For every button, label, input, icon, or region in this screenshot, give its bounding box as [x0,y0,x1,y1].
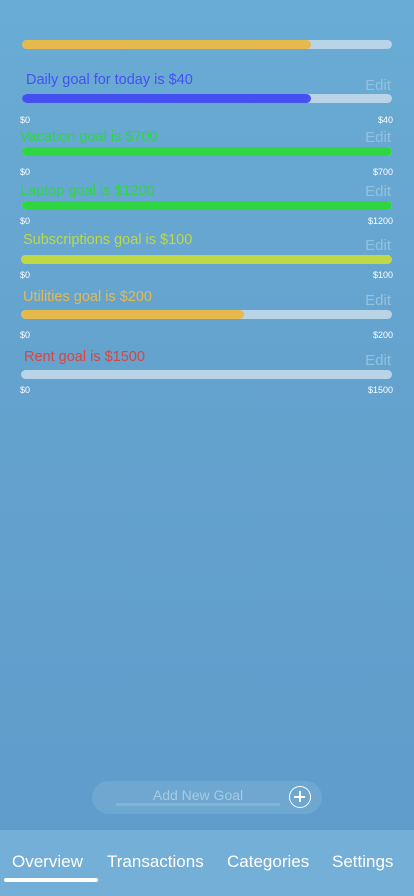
edit-button[interactable]: Edit [365,237,391,254]
overall-progress-fill [22,40,311,49]
tab-overview[interactable]: Overview [12,852,83,871]
overall-progress-track [22,40,392,49]
goal-progress-fill [21,255,392,264]
goal-progress-track [21,370,392,379]
goal-min-label: $0 [20,330,31,340]
plus-circle-icon[interactable] [289,786,311,808]
plus-vertical [299,791,301,802]
goal-progress-track [22,147,392,156]
goal-progress-fill [22,147,392,156]
goal-title: Daily goal for today is $40 [26,72,193,88]
tab-transactions[interactable]: Transactions [107,852,204,871]
goal-title: Utilities goal is $200 [23,289,152,305]
goal-progress-track [22,201,392,210]
edit-button[interactable]: Edit [365,183,391,200]
goal-title: Subscriptions goal is $100 [23,232,193,248]
goal-progress-track [22,94,392,103]
goal-title: Laptop goal is $1200 [20,183,155,199]
goal-progress-fill [22,94,311,103]
edit-button[interactable]: Edit [365,77,391,94]
tab-categories[interactable]: Categories [227,852,310,871]
edit-button[interactable]: Edit [365,292,391,309]
goal-title: Rent goal is $1500 [24,349,145,365]
goal-min-label: $0 [20,270,31,280]
goal-min-label: $0 [20,385,31,395]
add-goal-bar: Add New Goal [92,781,322,814]
add-goal-input[interactable]: Add New Goal [116,787,280,806]
goal-progress-fill [22,201,392,210]
goal-max-label: $700 [372,167,393,177]
goal-max-label: $200 [372,330,393,340]
goal-min-label: $0 [20,115,31,125]
goal-min-label: $0 [20,216,31,226]
goal-max-label: $1500 [367,385,393,395]
goal-max-label: $100 [372,270,393,280]
tab-bar: Overview Transactions Categories Setting… [0,830,414,896]
active-tab-indicator [4,878,98,882]
edit-button[interactable]: Edit [365,129,391,146]
goal-min-label: $0 [20,167,31,177]
goal-max-label: $40 [377,115,393,125]
goal-title: Vacation goal is $700 [20,129,158,145]
goal-progress-fill [21,310,244,319]
edit-button[interactable]: Edit [365,352,391,369]
goal-max-label: $1200 [367,216,393,226]
tab-settings[interactable]: Settings [332,852,394,871]
goal-progress-track [21,255,392,264]
goal-progress-track [21,310,392,319]
